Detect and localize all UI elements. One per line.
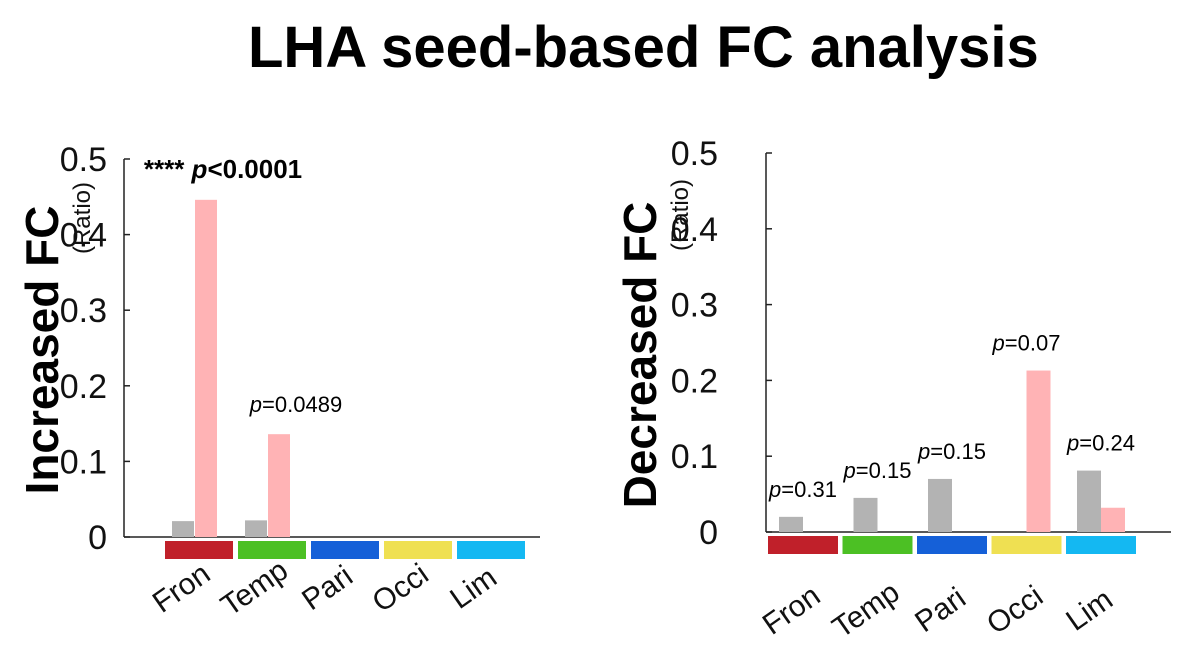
left-category-label: Occi bbox=[367, 557, 435, 618]
left-bar-gray bbox=[245, 520, 267, 537]
p-symbol: p bbox=[917, 439, 930, 464]
right-p-value-annotation: p=0.15 bbox=[917, 439, 986, 464]
right-category-color-strip bbox=[917, 536, 987, 554]
left-y-tick-label: 0.4 bbox=[60, 217, 107, 255]
p-symbol: p bbox=[992, 331, 1005, 356]
p-value: =0.0489 bbox=[262, 392, 342, 417]
right-category-label: Lim bbox=[1060, 583, 1119, 638]
right-p-value-annotation: p=0.15 bbox=[843, 458, 912, 483]
left-p-value-annotation: **** p<0.0001 bbox=[144, 154, 302, 184]
right-bar-pink bbox=[1101, 507, 1125, 532]
p-value: =0.07 bbox=[1005, 331, 1061, 356]
left-bar-pink bbox=[268, 434, 290, 537]
left-category-label: Pari bbox=[296, 559, 359, 617]
right-category-color-strip bbox=[842, 536, 913, 554]
left-y-tick-label: 0.5 bbox=[60, 141, 107, 179]
right-bar-gray bbox=[928, 478, 952, 532]
left-y-tick-label: 0.3 bbox=[60, 292, 107, 330]
p-symbol: p bbox=[191, 154, 208, 184]
right-p-value-annotation: p=0.31 bbox=[768, 477, 837, 502]
right-y-tick-label: 0.4 bbox=[671, 211, 718, 249]
right-y-tick-label: 0.1 bbox=[671, 438, 718, 476]
left-y-tick-label: 0 bbox=[88, 519, 107, 557]
right-category-label: Occi bbox=[981, 579, 1049, 640]
left-category-color-strip bbox=[238, 541, 306, 559]
p-value: <0.0001 bbox=[207, 154, 302, 184]
right-y-tick-label: 0.2 bbox=[671, 362, 718, 400]
left-bar-gray bbox=[172, 521, 194, 537]
right-y-tick-label: 0.5 bbox=[671, 135, 718, 173]
right-category-color-strip bbox=[768, 536, 838, 554]
right-category-label: Temp bbox=[827, 576, 906, 645]
p-symbol: p bbox=[843, 458, 856, 483]
left-y-tick-label: 0.1 bbox=[60, 443, 107, 481]
left-category-color-strip bbox=[384, 541, 452, 559]
right-bar-gray bbox=[779, 516, 803, 532]
p-symbol: p bbox=[249, 392, 262, 417]
p-symbol: p bbox=[768, 477, 781, 502]
p-symbol: p bbox=[1066, 431, 1079, 456]
p-value: =0.15 bbox=[930, 439, 986, 464]
right-category-color-strip bbox=[991, 536, 1062, 554]
left-category-color-strip bbox=[457, 541, 525, 559]
left-bar-pink bbox=[195, 199, 217, 537]
significance-stars: **** bbox=[144, 154, 192, 184]
right-y-tick-label: 0.3 bbox=[671, 287, 718, 325]
right-category-label: Pari bbox=[909, 581, 972, 639]
right-bar-pink bbox=[1026, 370, 1051, 532]
left-y-axis-label: Increased FC bbox=[16, 206, 68, 495]
right-y-axis-unit: (Ratio) bbox=[667, 179, 694, 251]
right-bar-gray bbox=[853, 497, 878, 532]
right-bar-gray bbox=[1077, 470, 1101, 532]
left-y-axis-unit: (Ratio) bbox=[69, 182, 96, 254]
left-category-label: Lim bbox=[444, 561, 503, 616]
p-value: =0.31 bbox=[781, 477, 837, 502]
left-category-label: Fron bbox=[147, 557, 216, 619]
left-y-tick-label: 0.2 bbox=[60, 368, 107, 406]
left-p-value-annotation: p=0.0489 bbox=[249, 392, 342, 417]
p-value: =0.24 bbox=[1079, 431, 1135, 456]
right-y-axis-label: Decreased FC bbox=[614, 202, 666, 509]
left-chart: 0 0.1 0.2 0.3 0.4 0.5 Increased FC (Ratio) FronT… bbox=[16, 141, 540, 623]
p-value: =0.15 bbox=[856, 458, 912, 483]
left-category-color-strip bbox=[311, 541, 379, 559]
right-p-value-annotation: p=0.24 bbox=[1066, 431, 1135, 456]
right-y-tick-label: 0 bbox=[699, 514, 718, 552]
right-category-color-strip bbox=[1066, 536, 1136, 554]
right-category-label: Fron bbox=[757, 579, 826, 641]
figure-title: LHA seed-based FC analysis bbox=[248, 15, 1039, 80]
right-p-value-annotation: p=0.07 bbox=[992, 331, 1061, 356]
left-category-label: Temp bbox=[215, 554, 294, 623]
left-category-color-strip bbox=[165, 541, 233, 559]
